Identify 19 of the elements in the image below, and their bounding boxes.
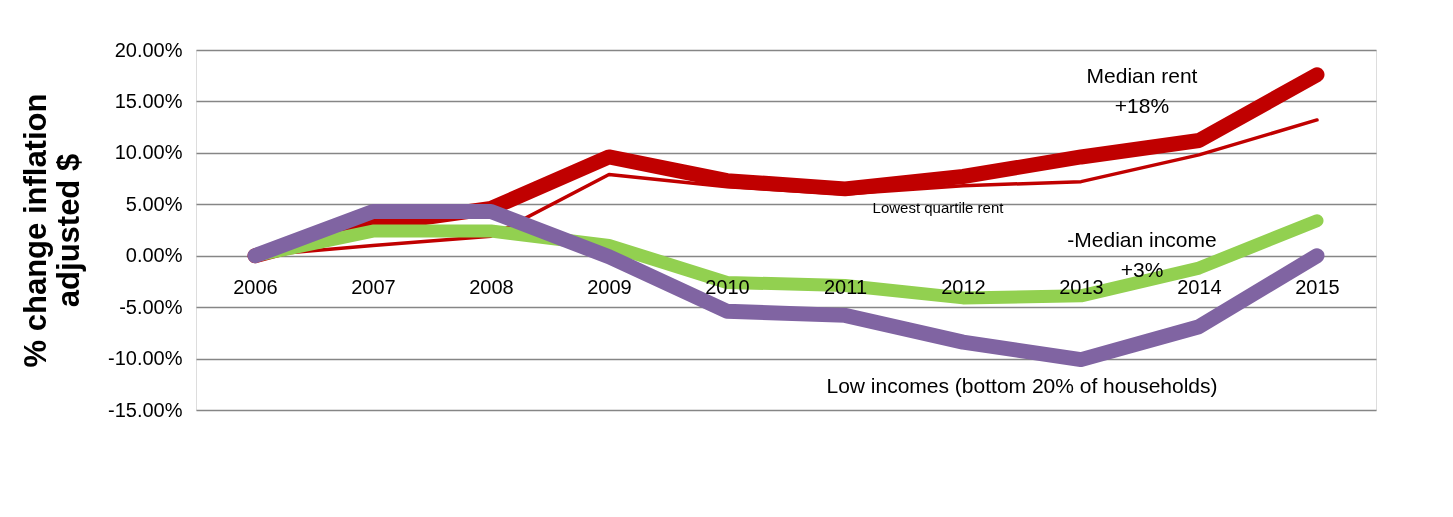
x-tick-label: 2010 [705, 276, 750, 299]
annotation: Lowest quartile rent [872, 199, 1005, 216]
annotation: Low incomes (bottom 20% of households) [826, 374, 1218, 397]
x-tick-label: 2006 [233, 276, 278, 299]
annotation: Median rent +18% [1086, 64, 1198, 117]
y-tick-label: 20.00% [114, 38, 183, 61]
y-tick-label: -5.00% [119, 295, 183, 318]
x-tick-label: 2008 [469, 276, 514, 299]
x-tick-label: 2009 [587, 276, 632, 299]
x-tick-label: 2007 [351, 276, 396, 299]
y-tick-label: 0.00% [125, 244, 183, 267]
y-tick-label: 15.00% [114, 89, 183, 112]
y-tick-label: 10.00% [114, 141, 183, 164]
y-axis-title: % change inflation adjusted $ [18, 93, 87, 368]
x-tick-label: 2015 [1295, 276, 1340, 299]
y-tick-label: 5.00% [125, 192, 183, 215]
y-tick-label: -10.00% [108, 347, 183, 370]
y-tick-label: -15.00% [108, 398, 183, 421]
x-tick-label: 2011 [823, 276, 868, 299]
